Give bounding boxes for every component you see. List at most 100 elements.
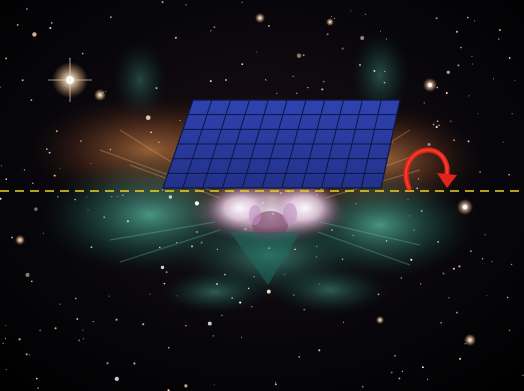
star [477,113,479,115]
star [23,169,25,171]
star [122,194,124,196]
star [450,120,452,122]
star [86,196,88,198]
star [407,199,409,200]
star [185,324,187,327]
star [184,384,188,388]
star [383,81,386,84]
star [31,182,34,185]
star [423,102,425,104]
star [11,236,13,239]
star [416,187,419,190]
star [453,139,455,141]
bright-stars [15,13,476,346]
star [373,69,376,72]
star [380,30,382,32]
star [316,245,318,248]
star [34,207,38,211]
star [307,86,309,89]
star [114,376,119,382]
star [179,119,181,122]
star [510,263,513,266]
star [5,178,8,181]
star [479,171,481,173]
star [408,215,411,217]
star [133,362,136,365]
star [2,342,5,345]
star [4,338,7,340]
star [82,329,84,331]
star [160,265,165,270]
star [126,220,129,223]
star [398,377,401,380]
star [452,267,455,270]
star [284,273,286,275]
star [330,15,332,17]
star [221,314,223,317]
star [455,311,458,314]
star [472,63,474,65]
star [244,228,247,231]
star [108,295,110,297]
star [435,125,438,129]
star [251,306,253,308]
star [149,293,151,295]
star [82,338,85,340]
star [225,79,227,81]
star [0,197,2,200]
star [21,79,24,82]
star [163,282,166,285]
star [239,301,242,304]
star [165,271,168,274]
star [265,79,267,81]
star [459,357,462,360]
star [161,1,164,4]
star [103,216,106,219]
star [78,339,81,342]
star [274,383,277,386]
star [161,189,164,191]
star [207,321,212,326]
star [0,165,3,167]
star [49,26,52,30]
star [448,297,450,299]
star [508,173,510,176]
star [410,258,413,261]
star [458,265,461,268]
star [30,99,33,101]
star [25,353,28,356]
star [493,78,495,80]
star [352,235,354,237]
plane-grid-lines [168,99,397,189]
star [401,370,403,372]
grid-plane [162,99,401,189]
star [48,151,51,154]
star [427,142,431,146]
star [155,87,158,90]
star [315,256,318,258]
star [511,113,513,115]
star [209,80,212,83]
star [53,174,56,177]
star [296,53,302,58]
star [46,148,48,150]
star [377,293,380,296]
star [322,80,325,83]
star [508,57,511,59]
star [5,325,7,327]
star [90,162,92,164]
star [293,294,295,296]
star [111,196,113,198]
star [361,385,364,388]
star [343,321,345,323]
star [435,17,438,20]
star [296,92,298,94]
star [42,232,44,234]
star [394,354,396,357]
star [481,258,484,260]
star [457,64,460,67]
star [385,38,388,40]
star [150,131,152,134]
star [467,140,470,143]
star [333,17,336,19]
